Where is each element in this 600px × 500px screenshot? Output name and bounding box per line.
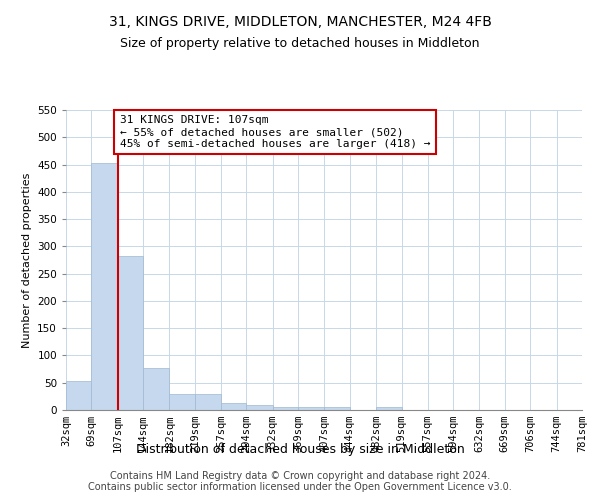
Bar [118,256,143,410]
Bar [221,403,247,410]
Bar [91,163,118,410]
Bar [195,394,221,410]
Bar [66,381,91,410]
Y-axis label: Number of detached properties: Number of detached properties [22,172,32,348]
Bar [143,368,169,410]
Bar [376,408,401,410]
Bar [272,408,298,410]
Text: 31 KINGS DRIVE: 107sqm
← 55% of detached houses are smaller (502)
45% of semi-de: 31 KINGS DRIVE: 107sqm ← 55% of detached… [120,116,430,148]
Text: Contains HM Land Registry data © Crown copyright and database right 2024.
Contai: Contains HM Land Registry data © Crown c… [88,471,512,492]
Text: Distribution of detached houses by size in Middleton: Distribution of detached houses by size … [136,442,464,456]
Bar [169,394,195,410]
Text: 31, KINGS DRIVE, MIDDLETON, MANCHESTER, M24 4FB: 31, KINGS DRIVE, MIDDLETON, MANCHESTER, … [109,15,491,29]
Text: Size of property relative to detached houses in Middleton: Size of property relative to detached ho… [120,38,480,51]
Bar [247,404,272,410]
Bar [298,408,325,410]
Bar [325,406,350,410]
